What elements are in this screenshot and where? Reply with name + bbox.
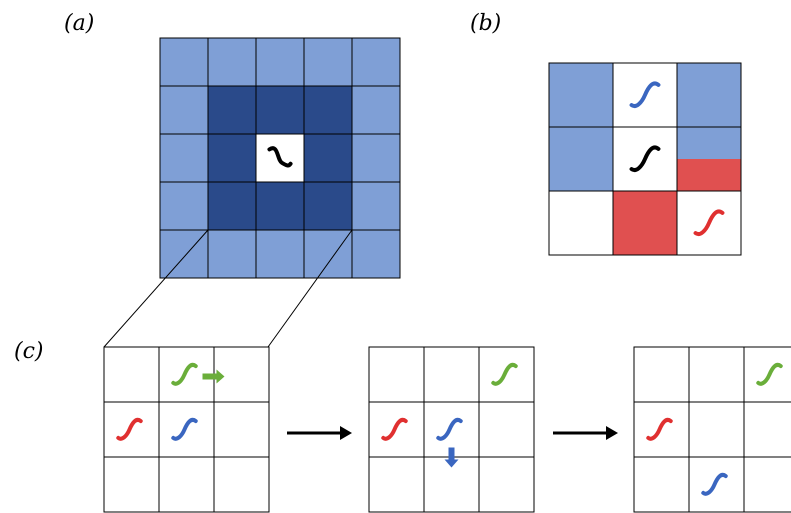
grid-cell: [207, 37, 257, 87]
worm-icon: [701, 472, 728, 496]
grid-cell: [351, 133, 401, 183]
panel-label-b: (b): [470, 11, 501, 36]
grid-cell: [351, 229, 401, 279]
grid-cell: [478, 456, 535, 513]
grid-cell: [213, 401, 270, 458]
time-step-grid: [103, 346, 270, 513]
grid-cell: [303, 181, 353, 231]
transition-arrow-icon: [606, 426, 618, 440]
move-down-arrow-icon: [444, 447, 459, 468]
grid-cell: [688, 346, 745, 403]
grid-cell: [478, 401, 535, 458]
panel-label-a: (a): [64, 11, 94, 36]
move-right-arrow-icon: [202, 369, 225, 384]
worm-icon: [629, 145, 661, 173]
grid-cell: [368, 346, 425, 403]
panel-label-c: (c): [14, 339, 44, 364]
time-step-grid: [368, 346, 535, 513]
grid-cell: [103, 456, 160, 513]
grid-cell: [612, 190, 678, 256]
worm-icon: [116, 417, 143, 441]
grid-cell: [303, 37, 353, 87]
grid-cell: [303, 85, 353, 135]
grid-cell: [159, 181, 209, 231]
grid-cell: [207, 181, 257, 231]
grid-cell: [351, 85, 401, 135]
grid-cell: [213, 346, 270, 403]
grid-cell: [548, 190, 614, 256]
grid-cell: [303, 229, 353, 279]
grid-cell: [676, 62, 742, 128]
grid-cell: [633, 456, 690, 513]
grid-cell: [159, 37, 209, 87]
worm-icon: [267, 146, 293, 168]
worm-icon: [491, 362, 518, 386]
grid-cell: [743, 456, 791, 513]
grid-cell: [158, 456, 215, 513]
time-step-grid: [633, 346, 791, 513]
grid-cell: [213, 456, 270, 513]
transition-arrow-icon: [340, 426, 352, 440]
worm-icon: [171, 417, 198, 441]
grid-cell: [159, 133, 209, 183]
grid-cell: [743, 401, 791, 458]
zoom-line-left: [103, 229, 209, 348]
worm-icon: [756, 362, 783, 386]
grid-cell: [207, 85, 257, 135]
grid-cell: [303, 133, 353, 183]
grid-cell: [548, 62, 614, 128]
grid-cell: [207, 229, 257, 279]
worm-icon: [171, 362, 198, 386]
grid-cell: [688, 401, 745, 458]
grid-cell: [255, 85, 305, 135]
grid-cell: [255, 229, 305, 279]
panel-a-grid: [159, 37, 401, 279]
panel-b-grid: [548, 62, 742, 256]
worm-icon: [629, 81, 661, 109]
grid-cell: [351, 37, 401, 87]
worm-icon: [693, 209, 725, 237]
grid-cell: [207, 133, 257, 183]
grid-cell: [548, 126, 614, 192]
worm-icon: [436, 417, 463, 441]
grid-cell: [351, 181, 401, 231]
grid-cell: [159, 229, 209, 279]
worm-icon: [381, 417, 408, 441]
zoom-line-right: [267, 229, 353, 348]
panel-c-sequence: [103, 346, 791, 513]
grid-cell: [368, 456, 425, 513]
grid-cell-bottom: [677, 159, 741, 191]
grid-cell: [159, 85, 209, 135]
worm-icon: [646, 417, 673, 441]
grid-cell: [103, 346, 160, 403]
grid-cell: [423, 346, 480, 403]
grid-cell: [255, 181, 305, 231]
grid-cell: [633, 346, 690, 403]
grid-cell: [255, 37, 305, 87]
grid-cell-top: [677, 127, 741, 159]
